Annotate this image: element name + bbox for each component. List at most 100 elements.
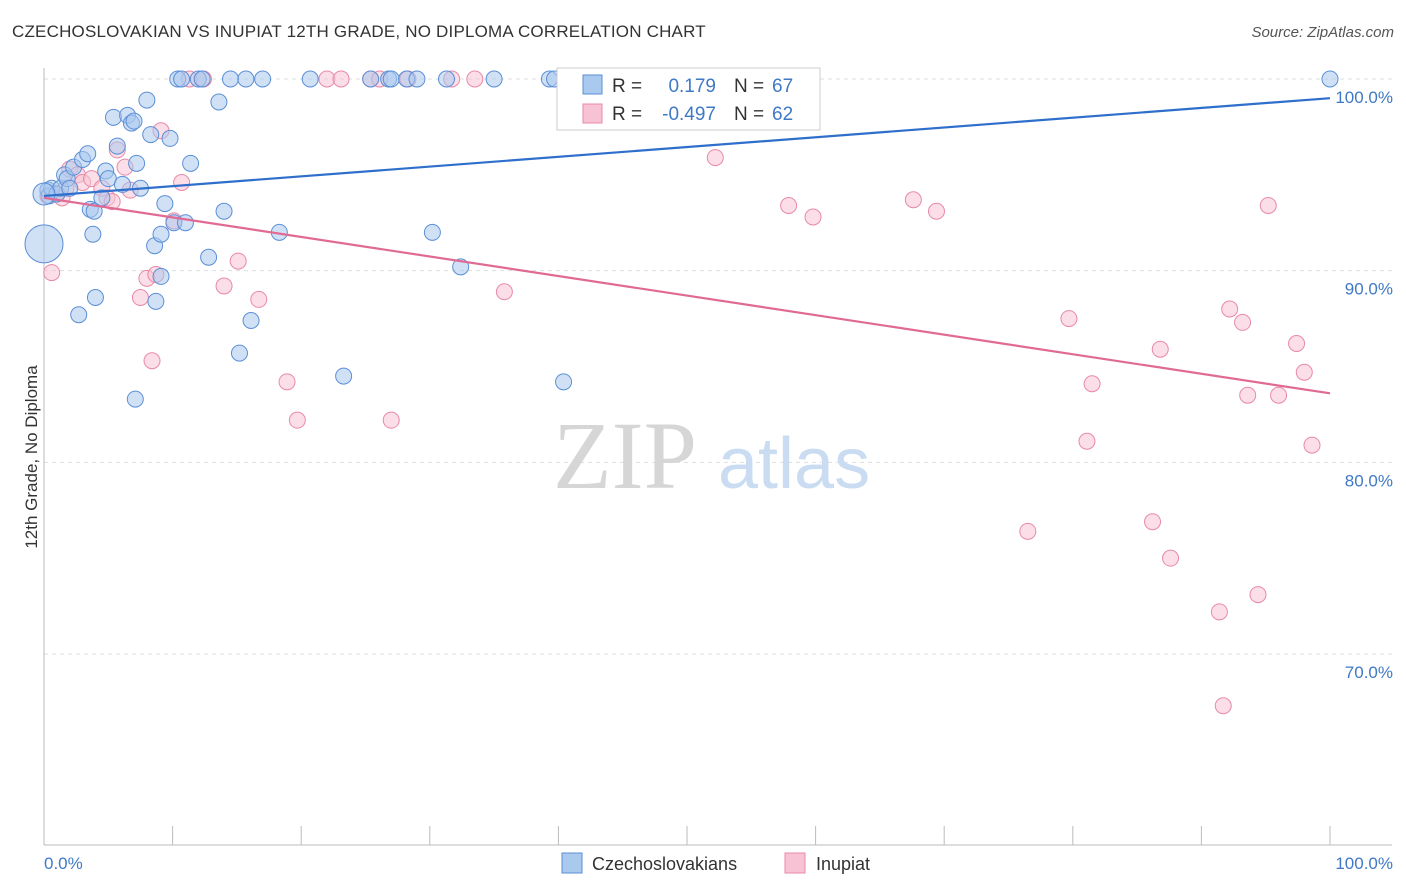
point-inupiat-43 [927, 202, 945, 220]
point-inupiat-55 [1239, 386, 1257, 404]
point-inupiat-51 [1210, 603, 1228, 621]
point-inupiat-40 [780, 197, 798, 214]
point-czechoslovakians-28 [147, 292, 165, 310]
trend-line-czechoslovakians [43, 97, 1331, 198]
x-tick-labels: 0.0% 100.0% [44, 854, 1393, 873]
point-czechoslovakians-17 [104, 108, 122, 126]
point-czechoslovakians-10 [79, 145, 97, 163]
point-inupiat-39 [706, 149, 724, 167]
point-inupiat-58 [1270, 386, 1288, 404]
watermark-atlas: atlas [718, 424, 870, 504]
point-czechoslovakians-65 [555, 373, 573, 391]
point-inupiat-56 [1249, 586, 1267, 604]
point-czechoslovakians-16 [99, 170, 117, 188]
point-czechoslovakians-41 [215, 202, 233, 220]
point-czechoslovakians-23 [128, 154, 146, 172]
point-czechoslovakians-22 [125, 112, 143, 130]
point-czechoslovakians-40 [210, 93, 228, 111]
point-czechoslovakians-7 [61, 179, 79, 197]
y-tick-labels: 70.0% 80.0% 90.0% 100.0% [1335, 88, 1393, 682]
point-czechoslovakians-44 [237, 70, 255, 88]
point-czechoslovakians-66 [1321, 70, 1339, 88]
legend-swatch-pink [582, 103, 603, 124]
point-inupiat-37 [495, 283, 513, 301]
legend-label-czechoslovakians: Czechoslovakians [592, 854, 737, 874]
axes [43, 68, 1392, 846]
point-czechoslovakians-medium [32, 182, 56, 206]
point-czechoslovakians-64 [152, 225, 170, 243]
point-inupiat-28 [288, 411, 306, 429]
point-czechoslovakians-43 [230, 344, 248, 362]
trend-line-inupiat [43, 196, 1331, 395]
point-czechoslovakians-36 [182, 154, 200, 172]
legend-n-label-1: N = [734, 76, 764, 97]
legend-swatch-czechoslovakians [561, 852, 583, 874]
point-inupiat-1 [43, 264, 61, 282]
point-czechoslovakians-12 [84, 225, 102, 243]
legend-n-label-2: N = [734, 104, 764, 125]
legend-n-value-1: 67 [772, 76, 793, 97]
point-inupiat-47 [1083, 375, 1101, 393]
point-czechoslovakians-62 [70, 306, 88, 324]
point-czechoslovakians-50 [362, 70, 380, 88]
point-czechoslovakians-large [24, 224, 64, 264]
point-inupiat-50 [1162, 549, 1180, 567]
point-czechoslovakians-30 [156, 195, 174, 213]
point-inupiat-17 [143, 352, 161, 370]
point-czechoslovakians-56 [438, 70, 456, 88]
point-czechoslovakians-18 [108, 137, 126, 155]
point-inupiat-46 [1078, 432, 1096, 450]
point-czechoslovakians-42 [221, 70, 239, 88]
legend-label-inupiat: Inupiat [816, 854, 870, 874]
correlation-legend: R = 0.179 N = 67 R = -0.497 N = 62 [556, 67, 821, 131]
watermark: ZIP atlas [553, 402, 870, 509]
point-inupiat-42 [904, 191, 922, 209]
point-inupiat-25 [229, 252, 247, 270]
point-czechoslovakians-55 [423, 223, 441, 241]
point-inupiat-53 [1221, 300, 1239, 318]
point-inupiat-59 [1288, 335, 1306, 352]
point-czechoslovakians-38 [193, 70, 211, 88]
point-inupiat-49 [1151, 340, 1169, 358]
trend-lines [43, 97, 1331, 395]
point-inupiat-48 [1144, 513, 1162, 531]
point-inupiat-26 [250, 290, 268, 308]
point-inupiat-61 [1303, 436, 1321, 454]
point-inupiat-57 [1259, 197, 1277, 214]
point-inupiat-29 [318, 70, 336, 88]
point-czechoslovakians-34 [173, 70, 191, 88]
y-tick-label-90: 90.0% [1345, 280, 1393, 299]
point-czechoslovakians-49 [335, 367, 353, 385]
y-tick-label-100: 100.0% [1335, 88, 1393, 107]
point-czechoslovakians-58 [485, 70, 503, 88]
point-inupiat-36 [466, 70, 484, 88]
legend-r-value-2: -0.497 [662, 104, 716, 125]
series-legend: Czechoslovakians Inupiat [561, 852, 870, 874]
legend-r-value-1: 0.179 [668, 76, 716, 97]
chart-title: CZECHOSLOVAKIAN VS INUPIAT 12TH GRADE, N… [12, 22, 706, 41]
point-inupiat-15 [131, 289, 149, 306]
y-tick-label-80: 80.0% [1345, 471, 1393, 490]
point-inupiat-45 [1060, 310, 1078, 328]
point-czechoslovakians-19 [113, 175, 131, 193]
point-czechoslovakians-46 [254, 70, 272, 88]
legend-swatch-blue [582, 74, 603, 95]
point-czechoslovakians-45 [242, 312, 260, 329]
point-inupiat-41 [804, 208, 822, 226]
y-axis-label: 12th Grade, No Diploma [22, 365, 41, 549]
point-inupiat-44 [1019, 522, 1037, 540]
data-points [24, 70, 1339, 715]
point-czechoslovakians-54 [408, 70, 426, 88]
point-inupiat-21 [173, 174, 191, 191]
point-czechoslovakians-29 [152, 267, 170, 285]
source-label: Source: ZipAtlas.com [1251, 24, 1394, 41]
point-inupiat-33 [382, 411, 400, 429]
point-czechoslovakians-35 [176, 214, 194, 232]
legend-r-label-1: R = [612, 76, 642, 97]
point-czechoslovakians-61 [126, 390, 144, 408]
x-tick-label-0: 0.0% [44, 854, 83, 873]
point-czechoslovakians-25 [138, 91, 156, 109]
y-tick-label-70: 70.0% [1345, 663, 1393, 682]
point-inupiat-52 [1214, 697, 1232, 715]
